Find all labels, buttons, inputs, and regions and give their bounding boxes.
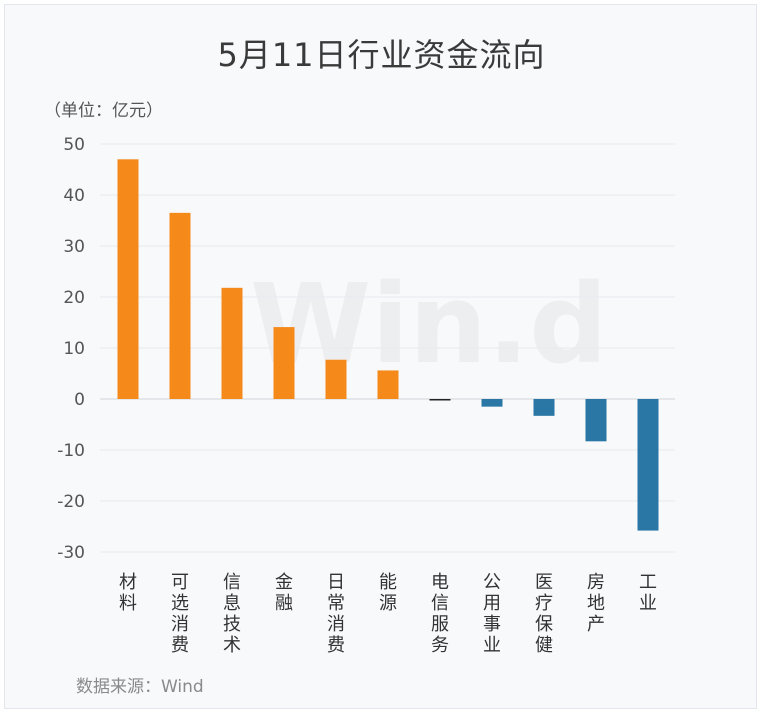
x-tick-label: 材料: [119, 572, 137, 614]
grid-lines: [100, 143, 675, 553]
x-tick-label: 日常消费: [327, 572, 345, 656]
x-tick-label: 工业: [639, 572, 657, 614]
y-tick-label: 30: [63, 237, 85, 257]
y-tick-label: -30: [57, 543, 85, 563]
bar: [429, 399, 451, 401]
x-tick-label: 可选消费: [171, 572, 189, 656]
bar: [585, 399, 607, 442]
chart-title: 5月11日行业资金流向: [217, 36, 546, 74]
watermark: Win.d: [250, 260, 608, 388]
y-axis: 50 40 30 20 10 0 -10 -20 -30: [57, 135, 85, 563]
x-tick-label: 公用事业: [483, 572, 501, 656]
bar: [481, 399, 503, 407]
bar: [169, 212, 191, 399]
y-tick-label: 50: [63, 135, 85, 155]
bar: [273, 327, 295, 399]
y-tick-label: 0: [74, 390, 85, 410]
x-tick-label: 电信服务: [431, 572, 449, 656]
x-tick-label: 医疗保健: [535, 572, 553, 656]
x-tick-label: 金融: [275, 572, 293, 614]
data-source: 数据来源：Wind: [76, 677, 204, 697]
bar: [533, 399, 555, 416]
x-tick-label: 信息技术: [223, 572, 241, 656]
bar: [325, 359, 347, 399]
x-tick-label: 能源: [379, 572, 397, 614]
x-tick-label: 房地产: [587, 572, 605, 635]
bar: [221, 287, 243, 399]
y-tick-label: 20: [63, 288, 85, 308]
y-tick-label: 10: [63, 339, 85, 359]
y-tick-label: 40: [63, 186, 85, 206]
unit-label: （单位：亿元）: [44, 101, 163, 121]
bars: [117, 159, 659, 531]
y-tick-label: -10: [57, 441, 85, 461]
x-axis: 材料 可选消费 信息技术 金融 日常消费 能源 电信服务 公用事业 医疗保健 房地产 工业: [119, 572, 657, 656]
bar: [377, 370, 399, 399]
bar: [637, 399, 659, 531]
y-tick-label: -20: [57, 492, 85, 512]
bar: [117, 159, 139, 399]
